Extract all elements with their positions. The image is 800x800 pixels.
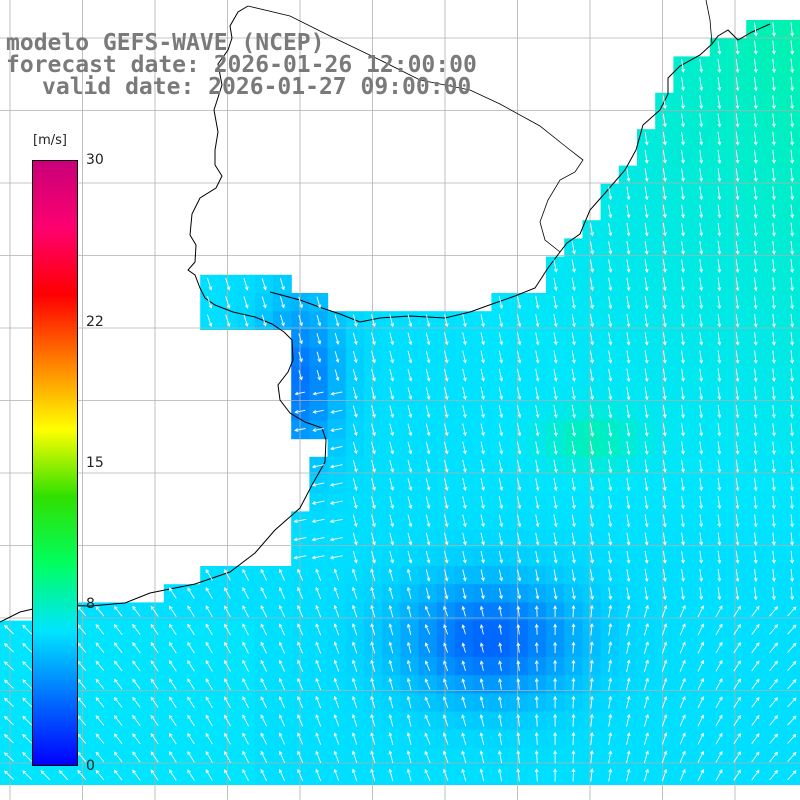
colorbar-tick-label: 15 <box>86 455 104 471</box>
colorbar-tick-label: 8 <box>86 596 95 613</box>
title-valid-date: valid date: 2026-01-27 09:00:00 <box>42 74 472 100</box>
wind-vectors <box>3 22 797 782</box>
colorbar-tick-label: 22 <box>86 313 104 330</box>
colorbar <box>32 160 78 766</box>
coastline <box>0 5 327 623</box>
border-line-north <box>705 0 713 45</box>
border-line <box>247 5 584 253</box>
coastline-river-plate <box>269 23 771 323</box>
colorbar-tick-label: 30 <box>86 152 104 168</box>
colorbar-tick-label: 0 <box>86 758 95 774</box>
title-forecast-date: forecast date: 2026-01-26 12:00:00 <box>6 52 477 78</box>
title-model: modelo GEFS-WAVE (NCEP) <box>6 30 325 56</box>
colorbar-unit: [m/s] <box>33 133 67 148</box>
